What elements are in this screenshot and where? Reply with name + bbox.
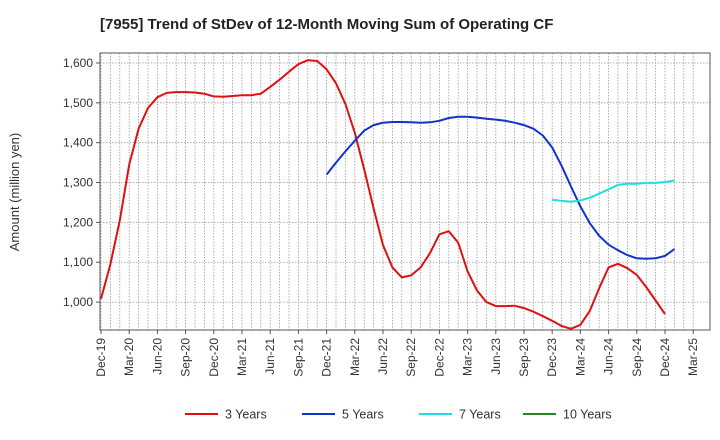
legend-label: 3 Years	[225, 408, 267, 422]
plot-area	[99, 52, 711, 331]
y-axis-label: Amount (million yen)	[7, 133, 22, 252]
x-tick-label: Jun-24	[602, 338, 616, 375]
x-tick-label: Mar-22	[348, 338, 362, 376]
x-tick-label: Sep-24	[630, 338, 644, 377]
y-tick-label: 1,000	[63, 295, 93, 309]
y-tick-label: 1,100	[63, 255, 93, 269]
y-tick-label: 1,600	[63, 56, 93, 70]
x-tick-label: Mar-24	[573, 338, 587, 376]
y-tick-label: 1,300	[63, 176, 93, 190]
series-line-5-years	[325, 115, 675, 260]
x-tick-label: Mar-20	[122, 338, 136, 376]
x-tick-label: Dec-19	[94, 338, 108, 377]
legend-label: 5 Years	[342, 408, 384, 422]
x-tick-label: Jun-23	[489, 338, 503, 375]
x-tick-label: Jun-22	[376, 338, 390, 375]
x-tick-label: Mar-23	[461, 338, 475, 376]
x-tick-label: Dec-22	[432, 338, 446, 377]
y-tick-label: 1,200	[63, 215, 93, 229]
x-tick-label: Sep-21	[291, 338, 305, 377]
x-tick-label: Sep-23	[517, 338, 531, 377]
x-tick-label: Jun-20	[150, 338, 164, 375]
series-lines	[100, 59, 675, 330]
y-tick-labels: 1,000 1,100 1,200 1,300 1,400 1,500 1,600	[63, 56, 100, 309]
legend-label: 10 Years	[563, 408, 612, 422]
x-tick-label: Dec-21	[320, 338, 334, 377]
y-tick-label: 1,400	[63, 136, 93, 150]
x-tick-label: Dec-24	[658, 338, 672, 377]
x-tick-label: Dec-23	[545, 338, 559, 377]
x-tick-label: Jun-21	[263, 338, 277, 375]
x-tick-label: Sep-20	[179, 338, 193, 377]
x-tick-labels: Dec-19 Mar-20 Jun-20 Sep-20 Dec-20 Mar-21 Jun-…	[94, 330, 700, 377]
series-line-7-years	[552, 179, 675, 203]
chart-title: [7955] Trend of StDev of 12-Month Moving…	[100, 16, 553, 33]
x-tick-label: Sep-22	[404, 338, 418, 377]
x-tick-label: Dec-20	[207, 338, 221, 377]
y-tick-label: 1,500	[63, 96, 93, 110]
legend-label: 7 Years	[459, 408, 501, 422]
x-tick-label: Mar-21	[235, 338, 249, 376]
series-line-3-years	[100, 59, 666, 330]
legend: 3 Years 5 Years 7 Years 10 Years	[185, 408, 612, 422]
grid	[100, 53, 710, 330]
x-tick-label: Mar-25	[686, 338, 700, 376]
